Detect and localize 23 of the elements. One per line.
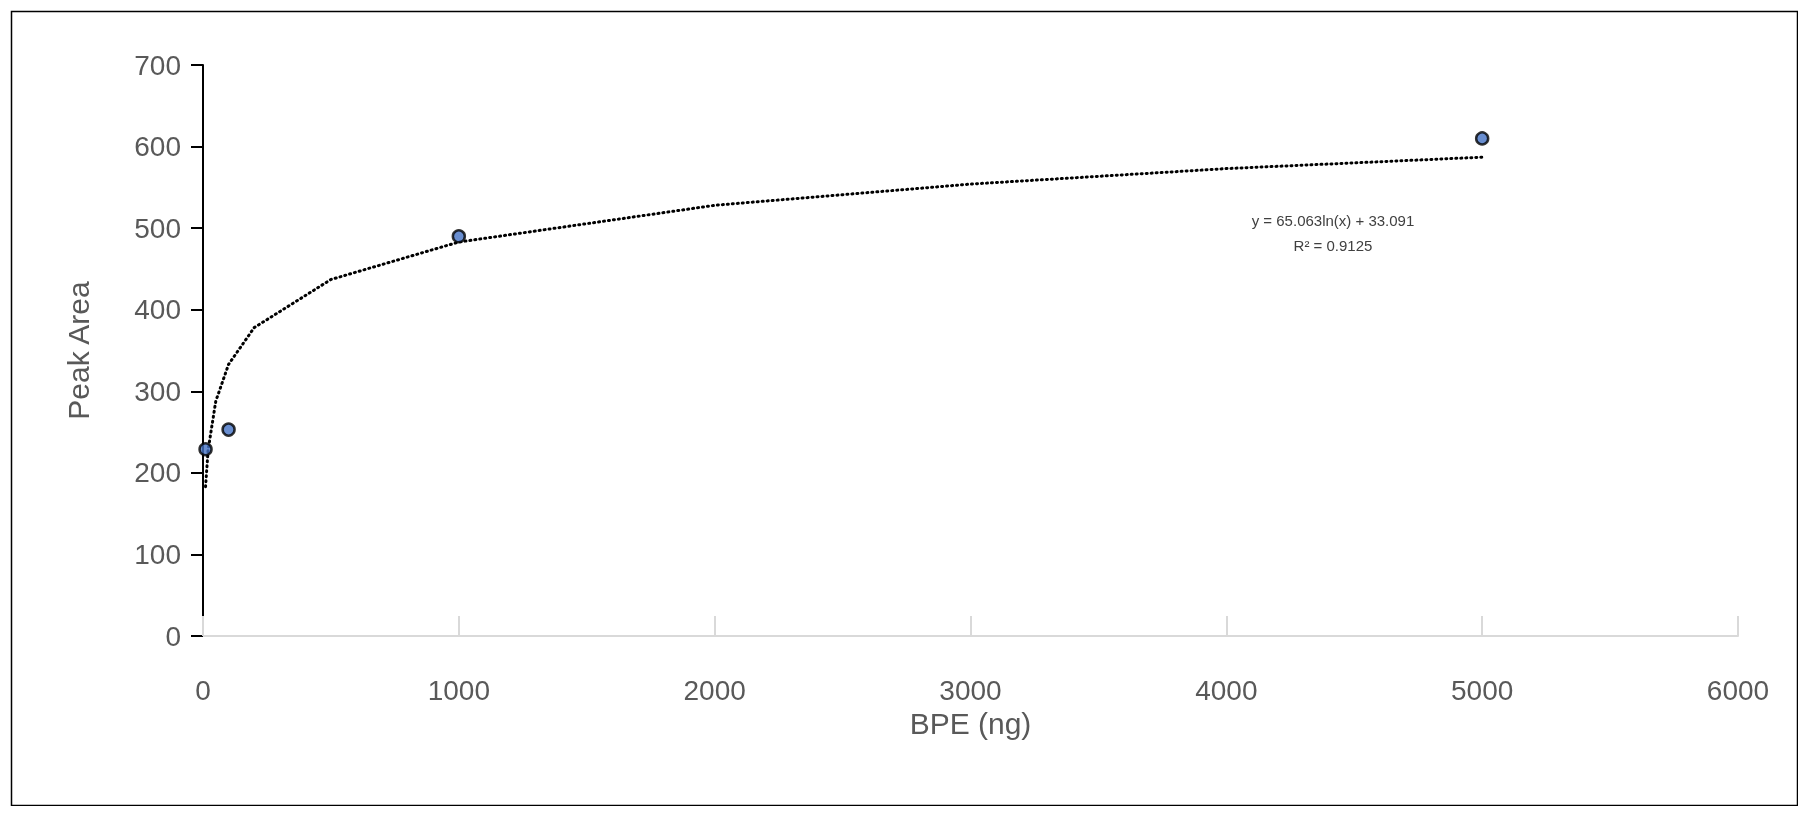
y-tick-label: 500 [134, 212, 181, 244]
y-tick-label: 700 [134, 49, 181, 81]
y-tick-label: 300 [134, 375, 181, 407]
y-tick-label: 600 [134, 131, 181, 163]
annotation: y = 65.063ln(x) + 33.091 [1251, 212, 1415, 229]
y-axis-title: Peak Area [61, 280, 95, 420]
x-tick-label: 3000 [939, 674, 1002, 706]
y-tick-label: 200 [134, 457, 181, 489]
x-tick-label: 4000 [1195, 674, 1258, 706]
x-axis-title: BPE (ng) [909, 707, 1032, 741]
x-tick-label: 0 [195, 674, 211, 706]
point [198, 441, 213, 457]
point [221, 422, 236, 437]
y-tick-label: 100 [134, 538, 181, 570]
x-tick-label: 6000 [1706, 674, 1770, 706]
annotation: R² = 0.9125 [1293, 237, 1373, 254]
x-tick-label: 5000 [1451, 674, 1514, 706]
point [451, 229, 467, 244]
x-tick-label: 2000 [683, 674, 746, 706]
point [1474, 131, 1490, 146]
y-tick-label: 400 [134, 294, 181, 326]
x-tick-label: 1000 [427, 674, 490, 706]
y-tick-label: 0 [165, 620, 181, 652]
